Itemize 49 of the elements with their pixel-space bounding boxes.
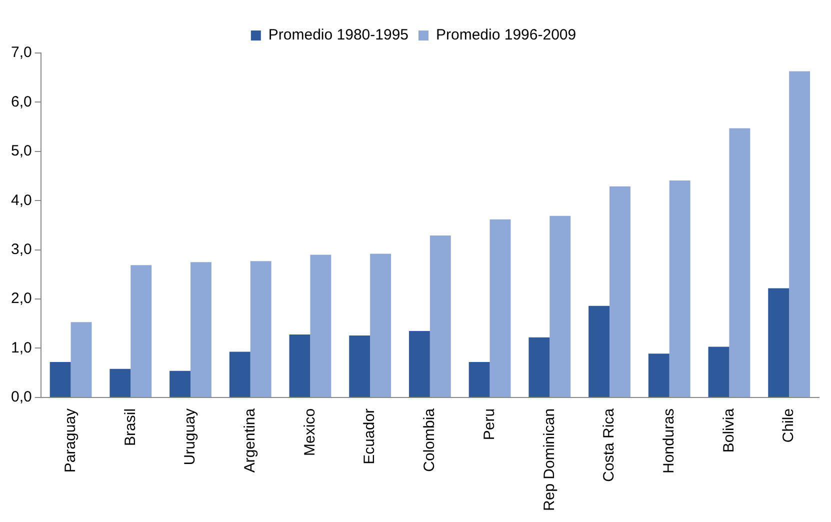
bar	[370, 254, 392, 397]
x-tick-label: Honduras	[660, 408, 678, 474]
x-tick-label: Peru	[480, 408, 498, 440]
x-tick-label: Rep Dominican	[540, 408, 558, 511]
bar	[130, 265, 152, 397]
bar	[789, 71, 810, 397]
legend-label: Promedio 1980-1995	[268, 26, 409, 44]
x-tick-label: Uruguay	[182, 408, 199, 466]
y-tick-label: 6,0	[10, 93, 32, 110]
bar	[349, 335, 370, 397]
bar	[468, 362, 490, 397]
x-tick-label: Chile	[780, 408, 798, 443]
y-tick-label: 3,0	[10, 240, 32, 258]
bar	[408, 331, 430, 397]
bar	[490, 219, 511, 397]
bar	[430, 236, 451, 397]
x-tick-label: Costa Rica	[600, 408, 618, 482]
y-tick-label: 7,0	[10, 44, 32, 62]
bar	[588, 306, 610, 397]
bar	[768, 288, 790, 397]
bar	[50, 362, 71, 397]
bar	[250, 261, 272, 397]
bar	[528, 337, 550, 397]
x-tick-label: Ecuador	[361, 408, 378, 464]
y-tick-label: 2,0	[10, 290, 32, 308]
bar	[289, 334, 310, 397]
bar	[729, 128, 750, 397]
y-tick-label: 5,0	[10, 142, 32, 160]
x-tick-label: Paraguay	[62, 408, 79, 473]
y-tick-label: 4,0	[10, 192, 32, 209]
x-tick-label: Bolivia	[720, 408, 738, 453]
bar	[648, 354, 670, 397]
legend-label: Promedio 1996-2009	[436, 26, 576, 44]
x-tick-label: Mexico	[301, 408, 318, 456]
x-tick-label: Colombia	[421, 408, 438, 472]
y-tick-label: 1,0	[10, 339, 32, 356]
x-tick-label: Argentina	[241, 408, 258, 473]
bar	[310, 254, 332, 397]
bar	[550, 216, 571, 397]
y-tick-label: 0,0	[10, 388, 32, 406]
bar	[708, 346, 730, 397]
bar	[170, 370, 190, 397]
bar	[229, 352, 250, 397]
bar	[610, 186, 630, 397]
bar	[110, 368, 131, 397]
bar	[669, 180, 690, 397]
x-tick-label: Brasil	[122, 408, 139, 446]
bar	[70, 322, 92, 397]
bar	[190, 262, 212, 397]
